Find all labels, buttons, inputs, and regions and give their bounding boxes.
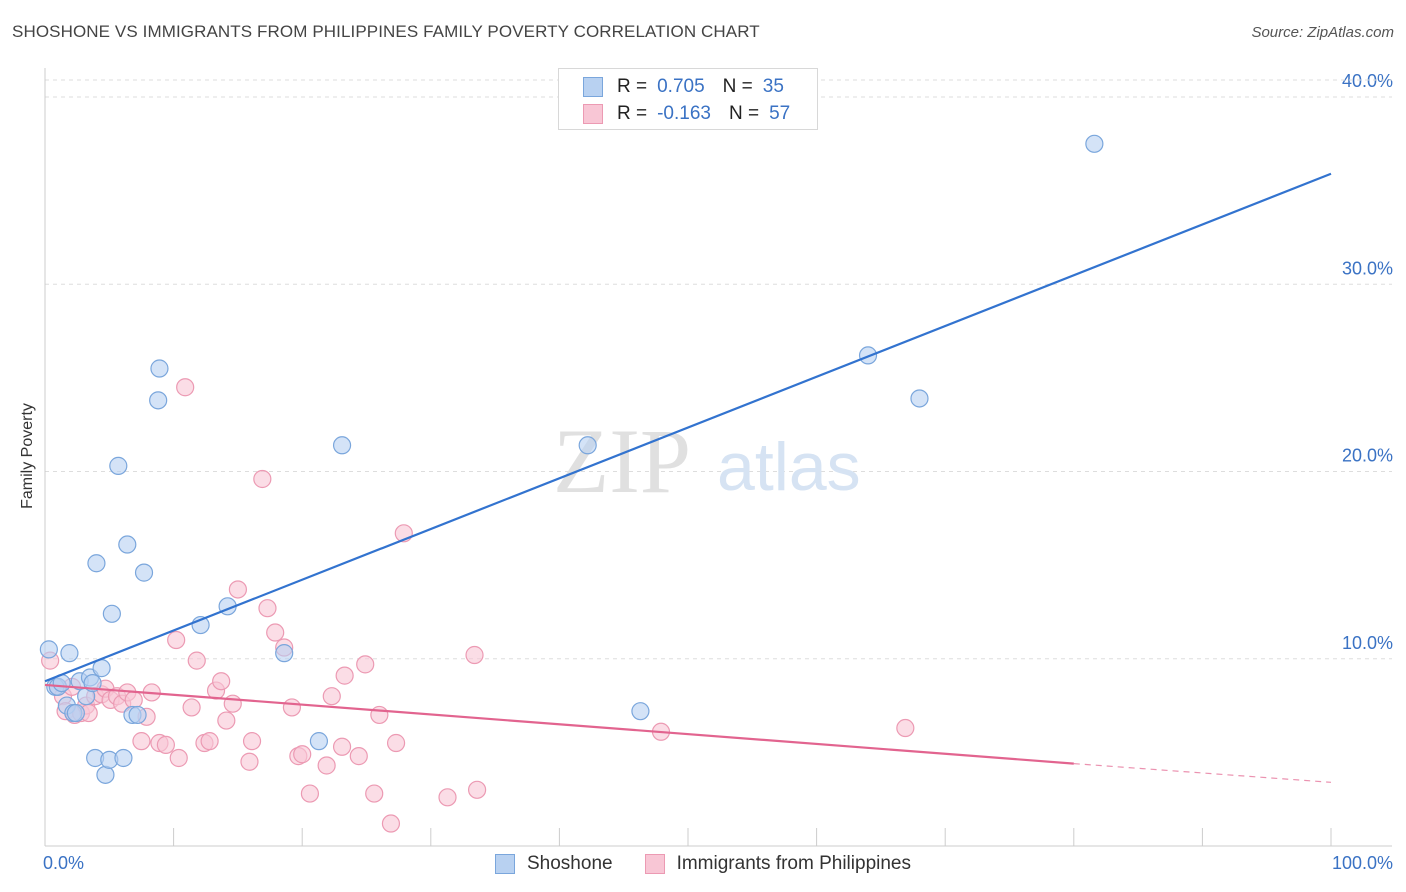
axes: 0.0% 100.0% <box>43 68 1393 873</box>
philippines-point <box>349 747 368 766</box>
philippines-swatch <box>583 104 603 124</box>
shoshone-swatch <box>583 77 603 97</box>
shoshone-point <box>118 535 137 554</box>
philippines-point <box>282 698 302 717</box>
shoshone-point <box>578 436 597 455</box>
philippines-point <box>332 737 352 756</box>
philippines-swatch <box>644 854 665 874</box>
watermark-atlas: atlas <box>717 429 861 505</box>
philippines-point <box>438 788 457 807</box>
shoshone-point <box>102 604 121 623</box>
shoshone-point <box>1085 134 1104 153</box>
legend-item-shoshone: Shoshone <box>495 853 613 875</box>
philippines-point <box>176 378 195 397</box>
legend-row-philippines: R = -0.163 N = 57 <box>583 101 790 127</box>
shoshone-point <box>275 644 294 663</box>
trend-lines <box>44 172 1332 783</box>
chart-title: SHOSHONE VS IMMIGRANTS FROM PHILIPPINES … <box>12 22 760 41</box>
philippines-point <box>124 690 143 710</box>
legend-label: Immigrants from Philippines <box>676 853 911 874</box>
shoshone-point <box>66 703 85 723</box>
r-label: R = <box>617 76 648 97</box>
shoshone-swatch <box>495 854 515 874</box>
philippines-point <box>223 694 242 713</box>
shoshone-point <box>60 644 79 663</box>
legend-item-philippines: Immigrants from Philippines <box>644 853 911 875</box>
philippines-point <box>467 780 487 799</box>
philippines-point <box>169 748 188 768</box>
watermark-zip: ZIP <box>553 410 691 512</box>
x-tick-label: 100.0% <box>1332 853 1393 873</box>
shoshone-point <box>128 705 147 725</box>
philippines-point <box>365 784 384 803</box>
y-tick-label: 10.0% <box>1342 633 1393 653</box>
gridlines: 10.0% 20.0% 30.0% 40.0% <box>45 71 1393 660</box>
y-tick-label: 20.0% <box>1342 446 1393 466</box>
philippines-point <box>212 672 231 691</box>
philippines-point <box>300 784 320 803</box>
n-label: N = <box>728 103 760 124</box>
r-value: 0.705 <box>657 76 705 97</box>
watermark: ZIP atlas <box>553 410 861 512</box>
shoshone-point <box>134 563 154 582</box>
philippines-point <box>253 469 272 489</box>
y-tick-label: 30.0% <box>1342 258 1393 278</box>
n-label: N = <box>722 76 753 97</box>
source-credit: Source: ZipAtlas.com <box>1251 24 1394 41</box>
shoshone-trend-line <box>44 172 1332 683</box>
philippines-point <box>132 732 151 751</box>
legend-label: Shoshone <box>527 853 613 874</box>
philippines-point <box>258 599 277 618</box>
philippines-point <box>293 745 312 764</box>
y-tick-label: 40.0% <box>1342 71 1393 91</box>
r-value: -0.163 <box>657 103 711 124</box>
philippines-point <box>242 732 262 751</box>
n-value: 57 <box>769 103 791 124</box>
philippines-point <box>200 732 219 751</box>
n-value: 35 <box>762 76 784 97</box>
series-legend: Shoshone Immigrants from Philippines <box>0 850 1406 878</box>
philippines-point <box>187 651 206 670</box>
shoshone-points <box>39 134 1104 784</box>
shoshone-point <box>39 640 58 659</box>
r-label: R = <box>617 103 648 124</box>
shoshone-point <box>150 359 169 378</box>
x-tick-label: 0.0% <box>43 853 84 873</box>
shoshone-point <box>149 391 168 410</box>
shoshone-point <box>109 456 128 475</box>
shoshone-point <box>96 765 115 784</box>
shoshone-point <box>114 748 133 768</box>
philippines-point <box>386 733 406 753</box>
philippines-point <box>465 645 484 665</box>
correlation-legend: R = 0.705 N = 35 R = -0.163 N = 57 <box>558 68 818 130</box>
shoshone-point <box>631 702 650 721</box>
philippines-point <box>381 814 401 833</box>
philippines-point <box>317 756 336 775</box>
philippines-point <box>356 655 375 674</box>
shoshone-point <box>309 732 329 751</box>
philippines-trend-extension <box>1073 763 1332 783</box>
philippines-point <box>266 623 285 642</box>
philippines-trend-line <box>44 683 1074 765</box>
philippines-point <box>335 666 354 685</box>
philippines-point <box>896 718 915 738</box>
shoshone-point <box>332 436 352 455</box>
philippines-point <box>156 735 175 754</box>
philippines-point <box>240 752 259 771</box>
philippines-point <box>182 698 201 717</box>
philippines-point <box>228 580 247 599</box>
legend-row-shoshone: R = 0.705 N = 35 <box>583 74 784 100</box>
shoshone-point <box>910 389 929 408</box>
philippines-point <box>167 630 186 650</box>
philippines-point <box>217 711 236 730</box>
philippines-point <box>322 687 341 706</box>
shoshone-point <box>87 554 106 573</box>
philippines-points <box>41 378 915 833</box>
